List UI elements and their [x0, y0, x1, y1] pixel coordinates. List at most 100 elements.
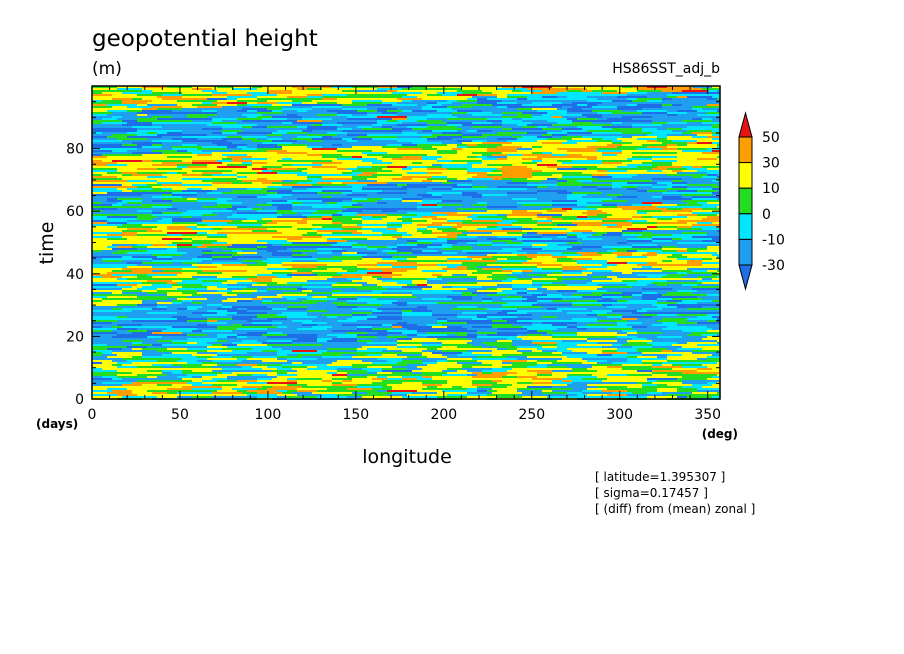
- heatmap-cell: [362, 128, 392, 130]
- heatmap-cell: [577, 170, 597, 172]
- heatmap-cell: [207, 98, 227, 100]
- heatmap-cell: [657, 380, 667, 382]
- heatmap-cell: [392, 118, 407, 120]
- heatmap-cell: [487, 120, 502, 122]
- heatmap-cell: [212, 262, 242, 264]
- heatmap-cell: [412, 182, 432, 184]
- heatmap-cell: [152, 190, 182, 192]
- heatmap-cell: [357, 328, 372, 330]
- heatmap-cell: [487, 140, 507, 142]
- heatmap-cell: [182, 212, 212, 214]
- heatmap-cell: [452, 274, 467, 276]
- heatmap-cell: [527, 178, 547, 180]
- heatmap-cell: [202, 214, 217, 216]
- heatmap-cell: [272, 218, 302, 220]
- heatmap-cell: [587, 96, 602, 98]
- heatmap-cell: [417, 318, 437, 320]
- heatmap-cell: [657, 288, 672, 290]
- heatmap-cell: [332, 280, 352, 282]
- heatmap-cell: [247, 198, 272, 200]
- heatmap-cell: [182, 378, 212, 380]
- heatmap-cell: [182, 136, 202, 138]
- heatmap-cell: [197, 352, 217, 354]
- heatmap-cell: [592, 152, 602, 154]
- heatmap-cell: [107, 216, 137, 218]
- heatmap-cell: [287, 274, 317, 276]
- heatmap-cell: [407, 270, 422, 272]
- heatmap-cell: [337, 336, 357, 338]
- heatmap-cell: [342, 252, 357, 254]
- heatmap-cell: [417, 260, 447, 262]
- heatmap-cell: [257, 378, 272, 380]
- heatmap-cell: [217, 270, 247, 272]
- heatmap-cell: [307, 128, 337, 130]
- heatmap-cell: [652, 368, 672, 370]
- heatmap-cell: [102, 260, 122, 262]
- heatmap-cell: [457, 266, 467, 268]
- heatmap-cell: [132, 190, 152, 192]
- heatmap-cell: [157, 128, 172, 130]
- heatmap-cell: [257, 216, 277, 218]
- heatmap-cell: [567, 386, 597, 388]
- heatmap-cell: [387, 186, 402, 188]
- heatmap-cell: [352, 362, 372, 364]
- heatmap-cell: [307, 154, 322, 156]
- heatmap-cell: [317, 390, 332, 392]
- heatmap-cell: [547, 274, 562, 276]
- heatmap-cell: [687, 256, 717, 258]
- heatmap-cell: [492, 272, 512, 274]
- heatmap-cell: [167, 278, 197, 280]
- heatmap-cell: [707, 366, 720, 368]
- heatmap-cell: [237, 196, 257, 198]
- heatmap-cell: [147, 222, 172, 224]
- heatmap-cell: [417, 346, 442, 348]
- heatmap-cell: [157, 384, 172, 386]
- heatmap-cell: [127, 150, 152, 152]
- heatmap-cell: [442, 316, 457, 318]
- heatmap-cell: [692, 118, 702, 120]
- heatmap-cell: [712, 236, 720, 238]
- heatmap-cell: [117, 320, 132, 322]
- heatmap-cell: [667, 226, 677, 228]
- heatmap-cell: [237, 226, 257, 228]
- heatmap-cell: [202, 284, 227, 286]
- heatmap-cell: [677, 174, 707, 176]
- heatmap-cell: [582, 238, 602, 240]
- heatmap-cell: [237, 374, 252, 376]
- heatmap-cell: [217, 218, 247, 220]
- heatmap-cell: [172, 200, 197, 202]
- heatmap-cell: [522, 242, 547, 244]
- heatmap-cell: [397, 340, 412, 342]
- heatmap-cell: [412, 320, 437, 322]
- heatmap-cell: [387, 228, 397, 230]
- heatmap-cell: [162, 98, 187, 100]
- heatmap-cell: [492, 368, 512, 370]
- heatmap-cell: [462, 132, 477, 134]
- heatmap-cell: [367, 392, 392, 394]
- heatmap-cell: [267, 178, 297, 180]
- heatmap-cell: [312, 296, 327, 298]
- heatmap-cell: [632, 392, 647, 394]
- heatmap-cell: [157, 290, 187, 292]
- heatmap-cell: [362, 278, 377, 280]
- heatmap-cell: [117, 366, 137, 368]
- heatmap-cell: [262, 214, 282, 216]
- heatmap-cell: [267, 336, 297, 338]
- heatmap-cell: [232, 318, 252, 320]
- heatmap-cell: [182, 144, 197, 146]
- heatmap-cell: [697, 144, 717, 146]
- heatmap-cell: [672, 88, 687, 90]
- heatmap-cell: [192, 294, 202, 296]
- heatmap-cell: [107, 136, 127, 138]
- heatmap-cell: [647, 286, 662, 288]
- heatmap-cell: [342, 222, 362, 224]
- heatmap-cell: [177, 236, 207, 238]
- heatmap-cell: [247, 242, 267, 244]
- heatmap-cell: [487, 200, 512, 202]
- heatmap-cell: [402, 96, 417, 98]
- heatmap-cell: [317, 160, 332, 162]
- heatmap-cell: [342, 170, 352, 172]
- heatmap-cell: [542, 306, 552, 308]
- heatmap-cell: [457, 144, 467, 146]
- heatmap-cell: [447, 174, 477, 176]
